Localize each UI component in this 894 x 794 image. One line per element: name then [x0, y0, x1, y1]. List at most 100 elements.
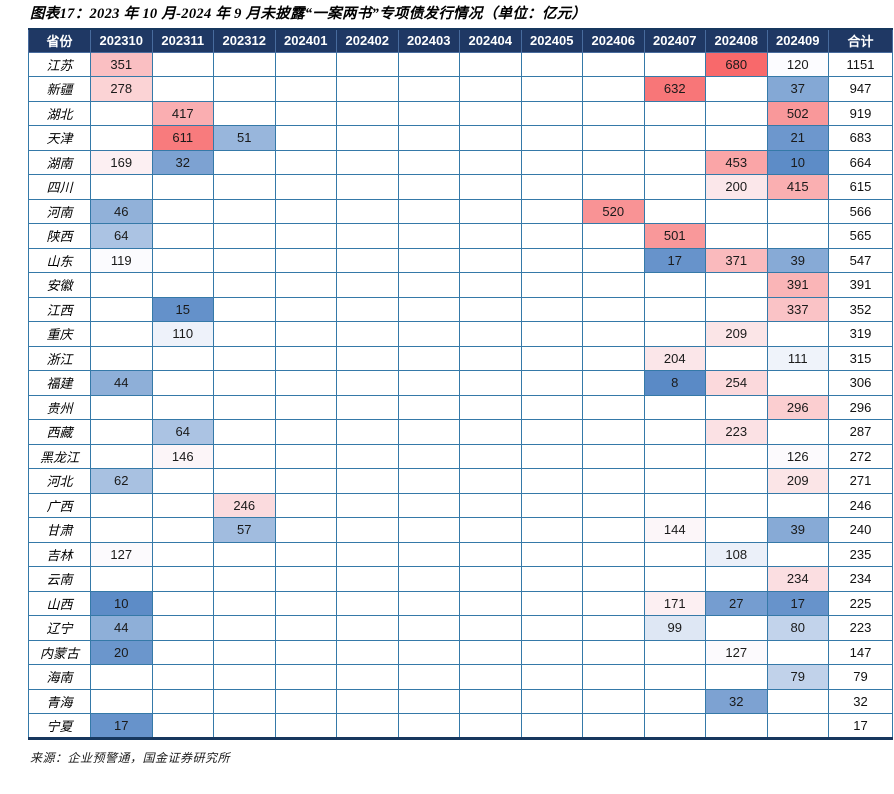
month-value-cell — [274, 100, 337, 126]
table-row: 湖南 169 32 453 10 664 — [28, 149, 893, 175]
month-value-cell: 127 — [705, 639, 768, 665]
month-value-cell: 110 — [151, 321, 214, 347]
month-value-cell — [151, 688, 214, 714]
month-column-header: 202402 — [336, 29, 399, 53]
month-value-cell — [274, 345, 337, 371]
report-figure: 图表17：2023 年 10 月-2024 年 9 月未披露“一案两书”专项债发… — [28, 6, 893, 765]
month-value-cell: 8 — [643, 370, 706, 396]
month-value-cell — [520, 639, 583, 665]
month-value-cell — [336, 615, 399, 641]
month-value-cell: 20 — [90, 639, 153, 665]
month-value-cell — [336, 76, 399, 102]
table-row: 陕西 64 501 565 — [28, 223, 893, 249]
province-cell: 海南 — [28, 664, 91, 690]
month-value-cell — [90, 296, 153, 322]
total-cell: 565 — [828, 223, 893, 249]
province-cell: 云南 — [28, 566, 91, 592]
month-value-cell — [90, 100, 153, 126]
month-value-cell: 337 — [766, 296, 829, 322]
total-cell: 919 — [828, 100, 893, 126]
month-value-cell — [459, 419, 522, 445]
month-value-cell — [274, 566, 337, 592]
month-value-cell — [643, 566, 706, 592]
month-value-cell — [459, 345, 522, 371]
month-value-cell: 10 — [766, 149, 829, 175]
month-value-cell — [520, 321, 583, 347]
month-value-cell: 21 — [766, 125, 829, 151]
month-value-cell — [274, 321, 337, 347]
month-value-cell — [274, 125, 337, 151]
month-value-cell — [274, 590, 337, 616]
month-value-cell — [520, 370, 583, 396]
month-value-cell — [459, 51, 522, 77]
province-cell: 青海 — [28, 688, 91, 714]
month-value-cell — [90, 345, 153, 371]
month-value-cell — [766, 198, 829, 224]
province-cell: 新疆 — [28, 76, 91, 102]
month-value-cell — [582, 541, 645, 567]
month-value-cell: 520 — [582, 198, 645, 224]
month-value-cell — [766, 639, 829, 665]
month-value-cell — [643, 149, 706, 175]
month-value-cell — [151, 517, 214, 543]
total-cell: 225 — [828, 590, 893, 616]
month-value-cell — [90, 394, 153, 420]
table-row: 河南 46 520 566 — [28, 198, 893, 224]
month-value-cell — [520, 247, 583, 273]
month-value-cell — [336, 125, 399, 151]
month-value-cell — [459, 590, 522, 616]
month-value-cell — [336, 664, 399, 690]
month-value-cell — [520, 198, 583, 224]
month-value-cell — [213, 321, 276, 347]
table-row: 广西 246 246 — [28, 492, 893, 518]
month-value-cell: 37 — [766, 76, 829, 102]
month-value-cell — [459, 541, 522, 567]
total-cell: 352 — [828, 296, 893, 322]
month-value-cell — [151, 394, 214, 420]
total-cell: 287 — [828, 419, 893, 445]
total-cell: 391 — [828, 272, 893, 298]
table-row: 甘肃 57 144 39 240 — [28, 517, 893, 543]
month-value-cell — [336, 370, 399, 396]
month-value-cell — [90, 272, 153, 298]
total-cell: 683 — [828, 125, 893, 151]
month-value-cell — [274, 664, 337, 690]
province-cell: 宁夏 — [28, 713, 91, 739]
month-column-header: 202408 — [705, 29, 768, 53]
table-row: 安徽 391 391 — [28, 272, 893, 298]
month-value-cell — [336, 517, 399, 543]
total-cell: 246 — [828, 492, 893, 518]
month-value-cell — [274, 394, 337, 420]
table-row: 湖北 417 502 919 — [28, 100, 893, 126]
month-value-cell: 51 — [213, 125, 276, 151]
table-row: 福建 44 8 254 306 — [28, 370, 893, 396]
month-value-cell — [397, 492, 460, 518]
month-value-cell — [151, 174, 214, 200]
month-value-cell — [336, 566, 399, 592]
month-value-cell — [520, 590, 583, 616]
table-row: 贵州 296 296 — [28, 394, 893, 420]
total-column-header: 合计 — [828, 29, 893, 53]
month-value-cell: 27 — [705, 590, 768, 616]
month-value-cell — [582, 394, 645, 420]
month-value-cell — [336, 100, 399, 126]
total-cell: 306 — [828, 370, 893, 396]
month-value-cell — [582, 664, 645, 690]
month-value-cell — [213, 345, 276, 371]
month-value-cell — [151, 664, 214, 690]
province-cell: 吉林 — [28, 541, 91, 567]
month-value-cell — [90, 688, 153, 714]
month-value-cell — [336, 272, 399, 298]
table-row: 山西 10 171 27 17 225 — [28, 590, 893, 616]
month-value-cell — [336, 468, 399, 494]
province-cell: 江西 — [28, 296, 91, 322]
month-value-cell — [705, 713, 768, 739]
month-value-cell — [582, 100, 645, 126]
month-value-cell: 234 — [766, 566, 829, 592]
month-value-cell: 146 — [151, 443, 214, 469]
month-value-cell — [213, 296, 276, 322]
month-value-cell — [705, 394, 768, 420]
month-value-cell — [397, 664, 460, 690]
month-value-cell — [643, 443, 706, 469]
month-value-cell — [520, 296, 583, 322]
